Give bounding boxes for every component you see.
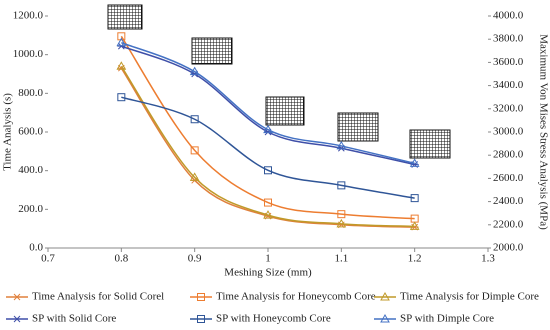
marker bbox=[117, 32, 126, 41]
marker bbox=[380, 291, 390, 301]
y-tick-label: 0.0 bbox=[29, 242, 43, 254]
marker bbox=[189, 172, 200, 181]
x-tick-label: 0.8 bbox=[114, 253, 128, 265]
marker bbox=[190, 115, 199, 124]
marker bbox=[380, 313, 390, 323]
y2-tick-label: 2400.0 bbox=[493, 195, 524, 207]
x-tick-label: 1.1 bbox=[334, 253, 348, 265]
series-line bbox=[120, 67, 415, 228]
marker bbox=[116, 37, 127, 47]
series-line bbox=[120, 35, 415, 220]
legend-label: Time Analysis for Dimple Core bbox=[400, 291, 539, 303]
y-tick-label: 1200.0 bbox=[13, 10, 44, 22]
x-axis-title: Meshing Size (mm) bbox=[224, 267, 312, 279]
marker bbox=[190, 146, 199, 155]
x-tick-label: 0.7 bbox=[41, 253, 55, 265]
legend-label: Time Analysis for Solid Corel bbox=[32, 291, 164, 303]
marker bbox=[189, 66, 200, 76]
marker bbox=[410, 194, 419, 203]
y2-axis-title: Maximum Von Mises Stress Analysis (MPa) bbox=[537, 34, 549, 230]
y2-tick-label: 2200.0 bbox=[493, 218, 524, 230]
y-axis-title: Time Analysis (s) bbox=[2, 93, 14, 171]
series-line bbox=[120, 65, 415, 228]
marker bbox=[409, 221, 420, 230]
marker bbox=[197, 315, 205, 323]
legend-label: Time Analysis for Honeycomb Core bbox=[216, 291, 376, 303]
y2-tick-label: 4000.0 bbox=[493, 10, 524, 22]
x-tick-label: 1.2 bbox=[408, 253, 422, 265]
marker bbox=[13, 315, 21, 323]
y-tick-label: 800.0 bbox=[18, 87, 43, 99]
marker bbox=[337, 210, 346, 219]
y2-tick-label: 2800.0 bbox=[493, 149, 524, 161]
legend-label: SP with Honeycomb Core bbox=[216, 313, 331, 325]
y2-tick-label: 2000.0 bbox=[493, 242, 524, 254]
marker bbox=[264, 198, 272, 207]
mesh-icon bbox=[265, 96, 305, 126]
marker bbox=[197, 293, 205, 301]
legend-label: SP with Dimple Core bbox=[400, 313, 494, 325]
mesh-icons bbox=[107, 4, 451, 159]
y2-tick-label: 3400.0 bbox=[493, 79, 524, 91]
series-line bbox=[121, 96, 415, 199]
mesh-icon bbox=[409, 129, 451, 159]
x-tick-label: 1.3 bbox=[481, 253, 495, 265]
legend-label: SP with Solid Core bbox=[32, 313, 116, 325]
y-tick-label: 400.0 bbox=[18, 164, 43, 176]
series-line bbox=[121, 41, 415, 165]
y2-tick-label: 3000.0 bbox=[493, 126, 524, 138]
mesh-icon bbox=[337, 112, 379, 142]
y2-tick-label: 3800.0 bbox=[493, 33, 524, 45]
marker bbox=[336, 140, 347, 150]
y-tick-label: 200.0 bbox=[18, 203, 43, 215]
x-tick-label: 1 bbox=[265, 253, 271, 265]
y-tick-label: 1000.0 bbox=[13, 48, 44, 60]
mesh-icon bbox=[191, 37, 233, 65]
x-tick-label: 0.9 bbox=[188, 253, 202, 265]
y-tick-label: 600.0 bbox=[18, 126, 43, 138]
marker bbox=[336, 218, 347, 228]
marker bbox=[117, 93, 126, 102]
y2-tick-label: 3200.0 bbox=[493, 102, 524, 114]
marker bbox=[263, 124, 273, 134]
marker bbox=[116, 61, 127, 70]
marker bbox=[264, 166, 272, 175]
marker bbox=[337, 181, 346, 190]
y2-tick-label: 2600.0 bbox=[493, 172, 524, 184]
y2-tick-label: 3600.0 bbox=[493, 56, 524, 68]
marker bbox=[263, 210, 273, 219]
mesh-icon bbox=[107, 4, 143, 30]
marker bbox=[13, 293, 21, 301]
marker bbox=[409, 158, 420, 167]
